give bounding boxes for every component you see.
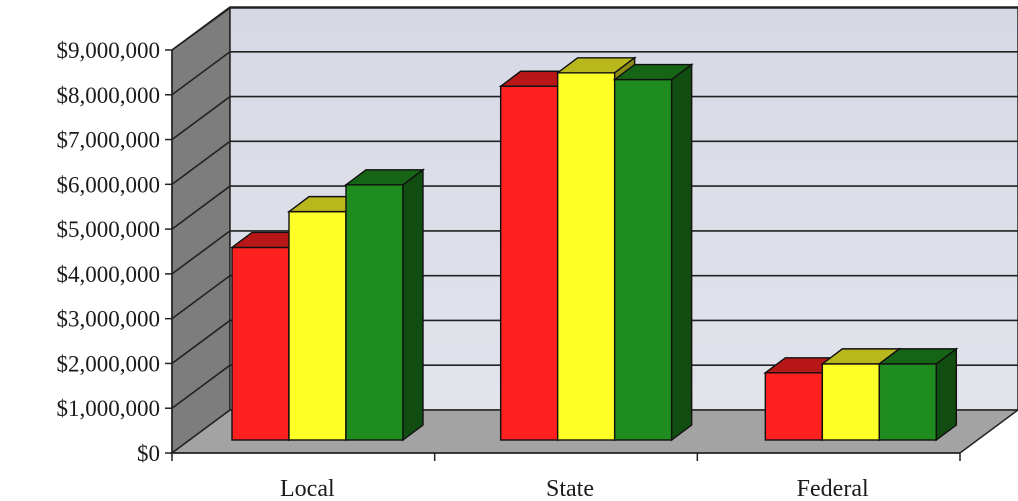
bar-front: [878, 363, 938, 441]
gridline: [171, 50, 1018, 96]
bar-front: [613, 78, 673, 441]
x-tick-label: Local: [280, 476, 335, 501]
gridline: [171, 230, 1018, 275]
y-tick-label: $1,000,000: [57, 396, 161, 421]
bar-front: [345, 184, 404, 441]
bar: [343, 168, 426, 442]
y-tick-label: $9,000,000: [57, 38, 161, 63]
bar: [612, 63, 694, 442]
y-tick-label: $7,000,000: [57, 128, 161, 153]
y-tick-label: $5,000,000: [57, 217, 161, 242]
gridline: [171, 140, 1018, 185]
bars: [229, 56, 959, 442]
gridline: [171, 319, 1018, 365]
y-tick-label: $8,000,000: [57, 83, 161, 108]
bar-front: [556, 72, 616, 441]
bar-front: [288, 210, 347, 441]
gridline: [171, 364, 1018, 409]
bar: [877, 347, 959, 442]
bar-front: [231, 246, 290, 441]
gridline: [171, 274, 1018, 320]
y-tick-label: $2,000,000: [57, 351, 161, 376]
y-tick-label: $0: [137, 441, 160, 466]
y-axis: $0 $1,000,000 $2,000,000 $3,000,000 $4,000,0…: [57, 38, 173, 466]
x-axis: Local State Federal: [171, 452, 961, 501]
gridlines: [171, 6, 1018, 409]
x-tick-label: Federal: [797, 476, 869, 501]
bar-front: [821, 363, 881, 441]
y-tick-label: $3,000,000: [57, 307, 161, 332]
bar-front: [499, 85, 559, 441]
bar-side: [935, 347, 958, 442]
gridline: [171, 6, 1018, 51]
gridline: [171, 95, 1018, 141]
bar-side: [670, 63, 693, 442]
x-tick-label: State: [546, 476, 594, 501]
gridline: [171, 185, 1018, 230]
y-tick-label: $4,000,000: [57, 262, 161, 287]
y-tick-label: $6,000,000: [57, 172, 161, 197]
bar-side: [402, 168, 424, 442]
bar-front: [764, 372, 824, 441]
